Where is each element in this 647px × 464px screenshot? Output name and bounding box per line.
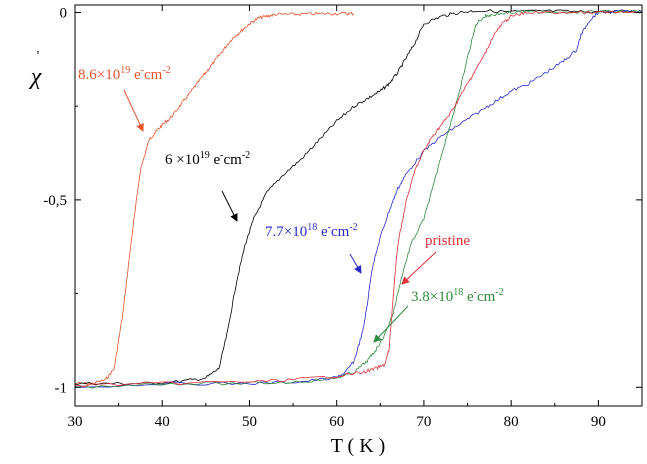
x-tick-label: 60: [329, 414, 344, 430]
annotation-label: 7.7×1018 e-cm-2: [265, 222, 358, 240]
annotation-pristine: pristine: [401, 233, 470, 285]
plot-frame: [74, 4, 643, 407]
y-tick-label: -0,5: [43, 193, 67, 209]
axis-ticks: 30 40 50 60 70 80 90 0 -0,5 -1: [43, 5, 642, 430]
annotation-arrow: [349, 253, 362, 274]
annotation-arrow: [401, 251, 437, 285]
annotation-label: pristine: [425, 233, 470, 249]
annotation-8.6e19: 8.6×1019 e-cm-2: [78, 65, 171, 132]
y-tick-label: 0: [60, 5, 68, 21]
x-tick-label: 40: [155, 414, 170, 430]
x-tick-label: 50: [242, 414, 257, 430]
series-line-3: [74, 9, 643, 389]
x-tick-label: 80: [504, 414, 519, 430]
x-tick-label: 70: [416, 414, 431, 430]
annotation-arrow: [221, 190, 238, 222]
series-line-1: [74, 9, 643, 386]
y-axis-label-mark: ': [37, 49, 40, 64]
series-line-0: [74, 11, 355, 386]
annotation-7.7e18: 7.7×1018 e-cm-2: [265, 222, 362, 274]
series-layer: [74, 9, 643, 389]
x-axis-label: T ( K ): [331, 435, 386, 457]
annotation-arrow: [373, 305, 409, 343]
annotation-arrow: [123, 89, 144, 132]
annotation-6e19: 6 ×1019 e-cm-2: [165, 150, 250, 222]
y-tick-label: -1: [55, 380, 68, 396]
annotation-3.8e18: 3.8×1018 e-cm-2: [373, 287, 504, 343]
x-tick-label: 90: [591, 414, 606, 430]
x-tick-label: 30: [68, 414, 83, 430]
annotation-label: 3.8×1018 e-cm-2: [411, 287, 504, 305]
annotation-label: 6 ×1019 e-cm-2: [165, 150, 250, 168]
annotation-label: 8.6×1019 e-cm-2: [78, 65, 171, 83]
y-axis-label: χ: [29, 64, 43, 90]
series-line-4: [74, 10, 643, 387]
